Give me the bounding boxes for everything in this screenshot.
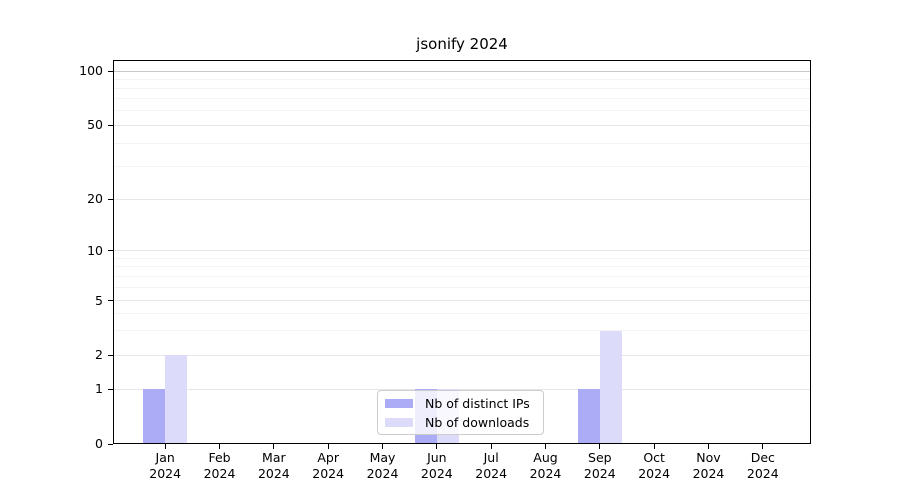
legend-label-distinct-ips: Nb of distinct IPs — [425, 395, 530, 411]
bar-distinct-ips — [577, 389, 600, 444]
y-tick-label: 50 — [87, 117, 103, 132]
x-tick-mark — [599, 444, 601, 449]
major-gridline — [114, 198, 810, 200]
x-tick-mark — [653, 444, 655, 449]
x-tick-label: Dec 2024 — [746, 450, 779, 481]
x-tick-label: Apr 2024 — [312, 450, 345, 481]
y-tick-mark — [108, 198, 113, 200]
minor-gridline — [114, 286, 810, 288]
x-tick-mark — [490, 444, 492, 449]
legend-label-downloads: Nb of downloads — [425, 414, 530, 430]
y-tick-label: 2 — [95, 347, 103, 362]
x-tick-label: Oct 2024 — [638, 450, 671, 481]
x-tick-label: May 2024 — [366, 450, 399, 481]
y-tick-mark — [108, 124, 113, 126]
bar-downloads — [165, 355, 188, 444]
x-tick-label: Sep 2024 — [583, 450, 616, 481]
minor-gridline — [114, 110, 810, 112]
y-tick-label: 1 — [95, 381, 103, 396]
y-tick-label: 100 — [79, 63, 103, 78]
y-tick-label: 0 — [95, 436, 103, 451]
minor-gridline — [114, 98, 810, 100]
x-tick-mark — [707, 444, 709, 449]
minor-gridline — [114, 142, 810, 144]
minor-gridline — [114, 275, 810, 277]
x-tick-label: Mar 2024 — [257, 450, 290, 481]
minor-gridline — [114, 78, 810, 80]
x-tick-mark — [219, 444, 221, 449]
major-gridline — [114, 388, 810, 390]
major-gridline — [114, 300, 810, 301]
y-tick-mark — [108, 388, 113, 390]
major-gridline — [114, 70, 810, 72]
minor-gridline — [114, 165, 810, 167]
x-tick-label: Nov 2024 — [692, 450, 725, 481]
x-tick-mark — [762, 444, 764, 449]
minor-gridline — [114, 330, 810, 332]
major-gridline — [114, 354, 810, 356]
y-tick-label: 10 — [87, 242, 103, 258]
x-tick-label: Jul 2024 — [475, 450, 508, 481]
x-tick-mark — [544, 444, 546, 449]
x-tick-mark — [436, 444, 438, 449]
x-tick-label: Jan 2024 — [149, 450, 182, 481]
legend-item-distinct-ips: Nb of distinct IPs — [385, 396, 536, 411]
y-tick-mark — [108, 300, 113, 301]
legend-item-downloads: Nb of downloads — [385, 415, 536, 430]
x-tick-mark — [273, 444, 275, 449]
x-tick-mark — [164, 444, 166, 449]
axes-frame — [113, 60, 811, 444]
y-tick-mark — [108, 443, 113, 445]
legend-swatch-distinct-ips — [385, 398, 413, 408]
minor-gridline — [114, 266, 810, 268]
y-tick-mark — [108, 250, 113, 251]
major-gridline — [114, 124, 810, 126]
minor-gridline — [114, 87, 810, 89]
y-tick-mark — [108, 354, 113, 356]
minor-gridline — [114, 313, 810, 315]
chart-title: jsonify 2024 — [416, 35, 508, 53]
x-tick-mark — [382, 444, 383, 449]
legend: Nb of distinct IPs Nb of downloads — [377, 390, 544, 435]
major-gridline — [114, 250, 810, 251]
x-tick-label: Jun 2024 — [420, 450, 453, 481]
y-tick-mark — [108, 70, 113, 72]
bar-distinct-ips — [143, 389, 166, 444]
bar-downloads — [599, 330, 622, 444]
legend-swatch-downloads — [385, 417, 413, 427]
minor-gridline — [114, 257, 810, 259]
x-tick-label: Aug 2024 — [529, 450, 562, 481]
x-tick-mark — [327, 444, 329, 449]
y-tick-label: 5 — [95, 292, 103, 308]
x-tick-label: Feb 2024 — [203, 450, 236, 481]
y-tick-label: 20 — [87, 191, 103, 206]
